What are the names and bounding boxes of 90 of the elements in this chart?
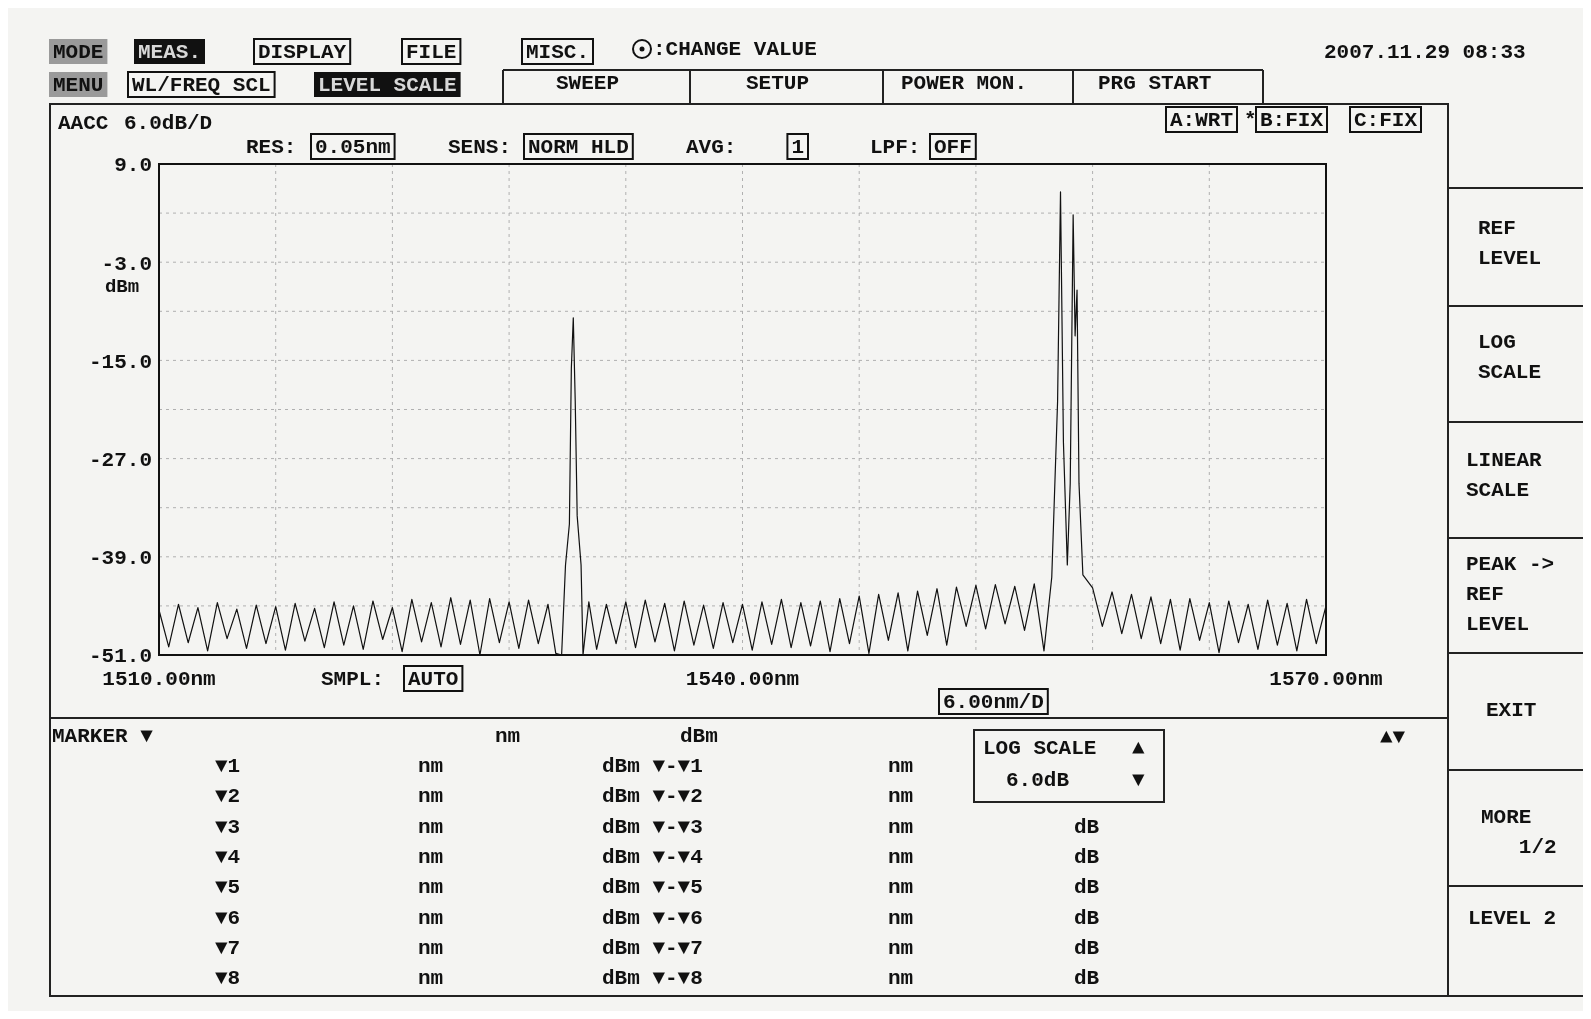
x-tick-label: 1540.00nm xyxy=(685,668,800,691)
text: EXIT xyxy=(1486,699,1537,722)
text: MARKER ▼ xyxy=(52,725,154,748)
text: nm xyxy=(888,815,914,839)
text: C:FIX xyxy=(1354,109,1418,132)
text: dB xyxy=(1074,876,1100,900)
text: dBm ▼-▼1 xyxy=(602,755,703,778)
text: dBm ▼-▼6 xyxy=(602,906,703,930)
text: 0.05nm xyxy=(315,136,391,159)
text: nm xyxy=(418,845,444,869)
text: dBm ▼-▼8 xyxy=(602,967,703,991)
text: AVG: xyxy=(686,136,737,159)
text: ▲▼ xyxy=(1380,726,1406,749)
text: nm xyxy=(418,906,444,930)
x-tick-label: 1510.00nm xyxy=(102,668,216,691)
text: nm xyxy=(888,845,914,869)
text: SETUP xyxy=(746,72,810,95)
text: nm xyxy=(888,967,914,991)
text: SMPL: xyxy=(321,668,385,691)
text: SWEEP xyxy=(556,72,620,95)
text: ▼8 xyxy=(215,967,241,991)
text: nm xyxy=(888,936,914,960)
text: DISPLAY xyxy=(258,41,347,64)
text: B:FIX xyxy=(1260,109,1324,132)
text: ▼5 xyxy=(215,876,241,900)
text: 1 xyxy=(791,136,804,159)
text: 6.00nm/D xyxy=(943,691,1044,714)
y-tick-label: 9.0 xyxy=(114,154,152,178)
text: nm xyxy=(888,785,914,809)
text: AUTO xyxy=(408,668,459,691)
text: A:WRT xyxy=(1170,109,1234,132)
text: dB xyxy=(1074,845,1100,869)
text: 2007.11.29 08:33 xyxy=(1324,41,1526,64)
text: nm xyxy=(888,906,914,930)
y-tick-label: -39.0 xyxy=(88,547,152,571)
y-axis-title: dBm xyxy=(104,276,140,299)
text: dBm ▼-▼2 xyxy=(602,785,703,809)
text: REF LEVEL xyxy=(1478,217,1542,270)
y-tick-label: -15.0 xyxy=(88,350,152,374)
text: nm xyxy=(418,876,444,900)
y-tick-label: -3.0 xyxy=(101,252,152,276)
text: ▼1 xyxy=(215,755,241,778)
text: 6.0dB xyxy=(1006,769,1070,792)
text: MISC. xyxy=(526,41,590,64)
text: nm xyxy=(888,755,914,778)
text: dB xyxy=(1074,815,1100,839)
text: nm xyxy=(495,725,521,748)
text: dB xyxy=(1074,967,1100,991)
text: LPF: xyxy=(870,136,921,159)
text: nm xyxy=(418,936,444,960)
text: dBm ▼-▼5 xyxy=(602,876,703,900)
text: dBm ▼-▼3 xyxy=(602,815,703,839)
text: NORM HLD xyxy=(528,136,629,159)
text: 6.0dB/D xyxy=(124,112,213,135)
text: LINEAR SCALE xyxy=(1466,449,1543,502)
text: FILE xyxy=(406,41,457,64)
text: nm xyxy=(418,967,444,991)
text: POWER MON. xyxy=(901,72,1028,95)
text: :CHANGE VALUE xyxy=(653,38,817,61)
y-tick-label: -51.0 xyxy=(88,645,152,669)
text: nm xyxy=(888,876,914,900)
text: AACC xyxy=(58,112,109,135)
text: PEAK -> REF LEVEL xyxy=(1466,553,1555,636)
text: ▼6 xyxy=(215,906,241,930)
text: OFF xyxy=(934,136,972,159)
text: WL/FREQ SCL xyxy=(132,74,271,97)
text: LEVEL 2 xyxy=(1468,907,1557,930)
text: MORE 1/2 xyxy=(1481,806,1557,859)
text: ▼4 xyxy=(215,845,241,869)
y-tick-label: -27.0 xyxy=(88,448,152,472)
text: ▼ xyxy=(1132,769,1145,792)
text: dB xyxy=(1074,906,1100,930)
text: ▼2 xyxy=(215,785,241,809)
text: LOG SCALE xyxy=(983,737,1097,760)
x-tick-label: 1570.00nm xyxy=(1269,668,1383,691)
text: PRG START xyxy=(1098,72,1212,95)
text: nm xyxy=(418,755,444,778)
text: dBm xyxy=(680,725,718,748)
text: ▼3 xyxy=(215,815,241,839)
text: ▲ xyxy=(1132,737,1145,760)
text: dBm ▼-▼4 xyxy=(602,845,703,869)
text: nm xyxy=(418,815,444,839)
text: RES: xyxy=(246,136,297,159)
text: nm xyxy=(418,785,444,809)
text: * xyxy=(1244,109,1257,132)
text: dB xyxy=(1074,936,1100,960)
text: ▼7 xyxy=(215,936,241,960)
text: SENS: xyxy=(448,136,512,159)
text: dBm ▼-▼7 xyxy=(602,936,703,960)
text: LOG SCALE xyxy=(1478,331,1542,384)
